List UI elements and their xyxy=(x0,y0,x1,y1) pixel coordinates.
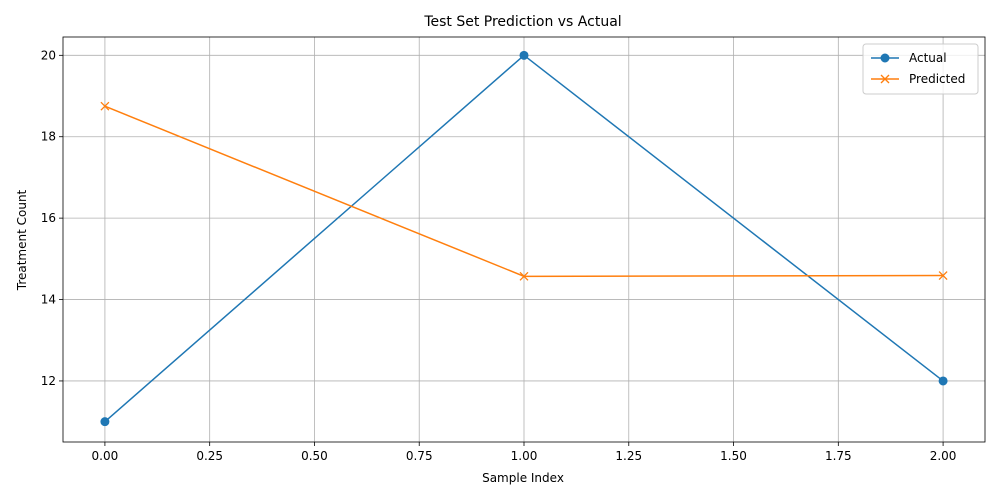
x-tick-label: 1.75 xyxy=(825,449,852,463)
data-point-predicted-stroke-b xyxy=(519,271,529,281)
x-tick-label: 1.50 xyxy=(720,449,747,463)
y-tick-label: 18 xyxy=(41,130,56,144)
chart-title: Test Set Prediction vs Actual xyxy=(423,14,621,30)
y-axis-ticks: 12 14 16 18 20 xyxy=(41,48,63,388)
x-tick-label: 2.00 xyxy=(930,449,957,463)
data-point-predicted xyxy=(100,101,110,111)
x-tick-label: 0.75 xyxy=(406,449,433,463)
y-tick-label: 20 xyxy=(41,48,56,62)
data-point-actual xyxy=(519,50,529,60)
y-tick-label: 14 xyxy=(41,293,56,307)
x-tick-label: 1.25 xyxy=(615,449,642,463)
y-axis-label: Treatment Count xyxy=(15,189,29,291)
data-point-predicted-stroke-b xyxy=(100,101,110,111)
data-point-actual xyxy=(938,376,948,386)
legend-marker-predicted xyxy=(880,74,890,84)
legend-marker-actual xyxy=(880,53,890,63)
data-point-predicted xyxy=(519,271,529,281)
data-point-actual xyxy=(100,417,110,427)
y-tick-label: 12 xyxy=(41,374,56,388)
x-axis-label: Sample Index xyxy=(482,471,564,485)
x-tick-label: 1.00 xyxy=(511,449,538,463)
x-tick-label: 0.50 xyxy=(301,449,328,463)
series-actual xyxy=(100,50,948,427)
legend-label-predicted: Predicted xyxy=(909,72,965,86)
legend-label-actual: Actual xyxy=(909,51,947,65)
legend: Actual Predicted xyxy=(862,43,979,95)
y-tick-label: 16 xyxy=(41,211,56,225)
series-layer xyxy=(100,50,948,427)
data-point-predicted-stroke-b xyxy=(938,271,948,280)
x-axis-ticks: 0.00 0.25 0.50 0.75 1.00 1.25 1.50 1.75 2.00 xyxy=(92,442,957,463)
legend-box xyxy=(862,43,979,95)
x-tick-label: 0.25 xyxy=(196,449,223,463)
series-predicted xyxy=(100,101,948,281)
legend-marker-predicted-stroke-b xyxy=(880,74,890,84)
data-point-predicted xyxy=(938,271,948,280)
x-tick-label: 0.00 xyxy=(92,449,119,463)
